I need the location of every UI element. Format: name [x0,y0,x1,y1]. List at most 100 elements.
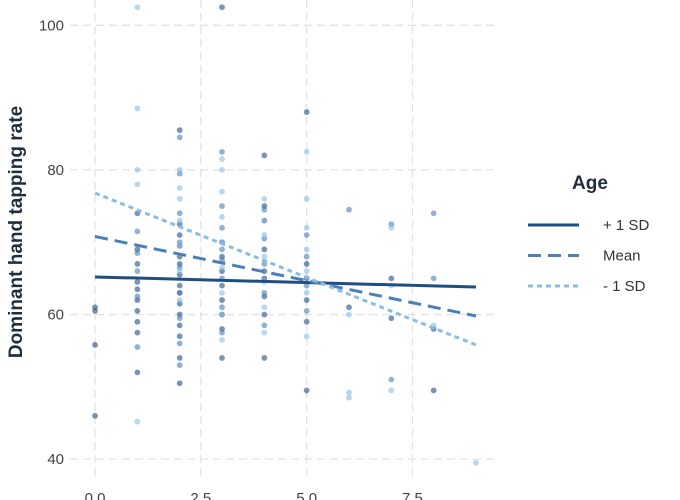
scatter-point [430,387,437,394]
trend-lines [94,191,477,347]
scatter-point [134,250,141,256]
scatter-point [303,297,310,303]
scatter-point [219,355,225,361]
scatter-point [388,376,395,383]
scatter-point [134,4,141,11]
scatter-point [219,297,225,303]
scatter-point [303,246,310,253]
scatter-point [134,344,141,350]
scatter-point [176,167,183,173]
scatter-point [134,279,141,285]
scatter-point [134,318,141,325]
legend: Age + 1 SD Mean - 1 SD [528,173,649,295]
scatter-point [261,311,268,318]
scatter-point [219,311,225,318]
scatter-point [261,217,268,224]
x-tick-label: 7.5 [402,490,423,500]
scatter-point [346,311,352,318]
legend-label: Mean [603,248,641,265]
scatter-point [134,105,141,112]
scatter-point [303,148,310,155]
x-tick-label: 2.5 [190,490,211,500]
scatter-point [92,412,98,419]
scatter-point [176,289,183,296]
scatter-point [473,459,479,466]
scatter-point [176,232,183,238]
y-tick-label: 100 [39,17,64,34]
scatter-point [219,336,225,343]
scatter-point [176,268,183,275]
legend-label: + 1 SD [603,217,649,234]
y-axis-title: Dominant hand tapping rate [6,106,27,358]
trend-line [95,275,476,289]
scatter-point [303,253,310,260]
scatter-point [261,322,268,329]
scatter-point [176,210,183,217]
scatter-point [134,286,141,293]
scatter-point [134,308,141,314]
scatter-point [388,224,395,231]
scatter-point [134,293,141,300]
scatter-point [134,268,141,275]
scatter-point [219,148,225,155]
y-tick-label: 80 [47,162,64,179]
scatter-point [303,232,310,238]
scatter-point [176,315,183,322]
scatter-point [303,282,310,289]
scatter-point [261,195,268,202]
scatter-point [176,185,183,191]
scatter-point [388,315,395,322]
scatter-point [176,340,183,347]
scatter-point [303,318,310,325]
trend-line [94,191,477,347]
y-tick-label: 60 [47,307,64,324]
scatter-point [261,253,268,260]
tick-labels: 40 60 80 100 0.0 2.5 5.0 7.5 [39,17,423,500]
scatter-point [92,342,98,348]
scatter-point [346,304,352,311]
scatter-point [219,167,225,173]
legend-label: - 1 SD [603,278,646,295]
legend-entries: + 1 SD Mean - 1 SD [528,217,649,295]
scatter-point [261,246,268,253]
scatter-point [176,242,183,249]
scatter-point [388,275,395,282]
scatter-point [261,206,268,213]
scatter-point [134,369,141,376]
x-tick-label: 0.0 [85,490,106,500]
y-tick-label: 40 [47,451,64,468]
scatter-point [134,181,141,188]
scatter-point [346,206,352,213]
scatter-point [303,224,310,231]
scatter-point [430,210,437,217]
scatter-point [303,308,310,314]
x-tick-label: 5.0 [296,490,317,500]
scatter-point [303,289,310,296]
scatter-point [176,282,183,289]
scatter-point [92,304,98,311]
scatter-point [303,268,310,275]
scatter-point [176,134,183,141]
scatter-point [346,394,352,401]
scatter-point [176,333,183,340]
scatter-point [430,275,437,282]
scatter-point [176,355,183,361]
scatter-point [261,355,268,361]
scatter-point [346,389,352,396]
scatter-point [219,329,225,336]
scatter-point [261,329,268,336]
trend-line [94,234,477,318]
scatter-point [219,224,225,231]
scatter-point [261,304,268,311]
scatter-point [261,289,268,296]
scatter-point [219,188,225,195]
scatter-point [134,418,141,425]
scatter-point [219,304,225,311]
scatter-point [134,261,141,267]
scatter-point [219,4,225,11]
scatter-point [219,282,225,289]
grid [70,0,495,478]
scatter-points [92,4,479,466]
legend-title: Age [572,173,608,194]
